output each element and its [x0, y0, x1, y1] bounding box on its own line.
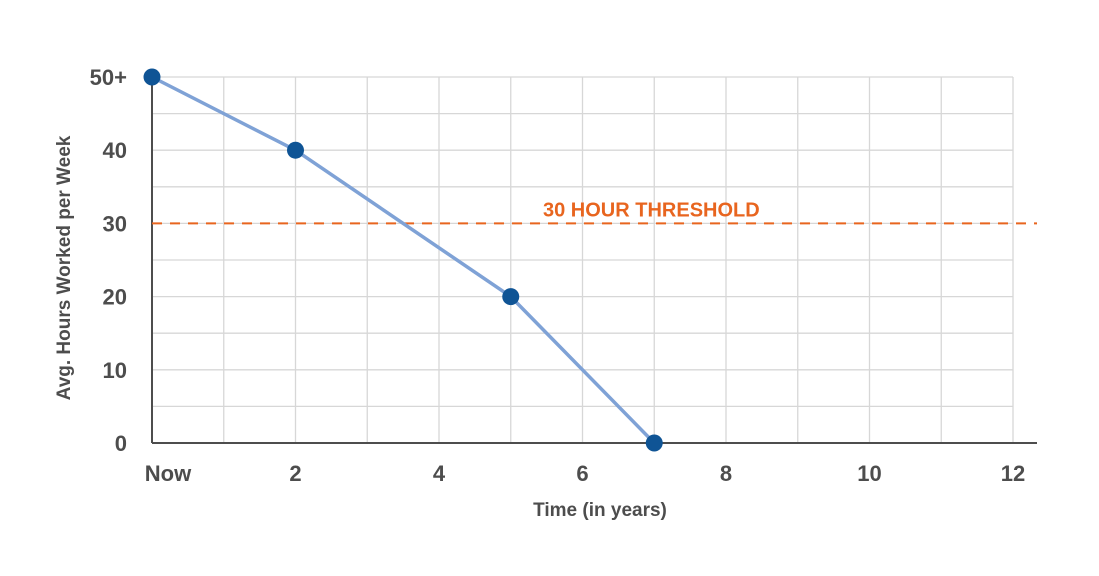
y-tick-label: 10: [103, 358, 127, 383]
threshold-label: 30 HOUR THRESHOLD: [543, 199, 760, 221]
y-tick-label: 0: [115, 431, 127, 456]
x-tick-label: 10: [857, 461, 881, 486]
data-point: [502, 288, 520, 306]
data-point: [143, 68, 161, 86]
y-axis-title: Avg. Hours Worked per Week: [54, 135, 75, 400]
series-line: [151, 75, 656, 445]
y-tick-label: 30: [103, 211, 127, 236]
x-tick-label: 8: [720, 461, 732, 486]
x-tick-label: 4: [433, 461, 446, 486]
data-point: [645, 434, 663, 452]
data-point: [287, 141, 304, 159]
x-axis-title: Time (in years): [533, 500, 667, 521]
y-tick-label: 50+: [90, 65, 127, 90]
grid: [152, 76, 1014, 443]
x-tick-label: Now: [145, 461, 192, 486]
x-tick-label: 2: [289, 461, 301, 486]
threshold: 30 HOUR THRESHOLD: [152, 199, 1037, 225]
y-tick-labels: 0 10 20 30 40 50+: [90, 65, 127, 456]
x-tick-label: 6: [576, 461, 588, 486]
x-tick-label: 12: [1001, 461, 1025, 486]
x-tick-labels: Now 2 4 6 8 10 12: [145, 461, 1025, 486]
y-tick-label: 20: [103, 285, 127, 310]
axes: [151, 69, 1037, 444]
y-tick-label: 40: [103, 138, 127, 163]
series: [143, 68, 663, 452]
